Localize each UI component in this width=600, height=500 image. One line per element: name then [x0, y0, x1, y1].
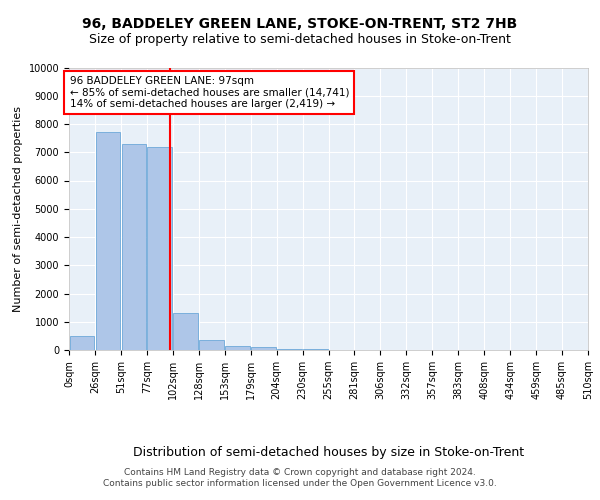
Text: Contains public sector information licensed under the Open Government Licence v3: Contains public sector information licen…: [103, 480, 497, 488]
Y-axis label: Number of semi-detached properties: Number of semi-detached properties: [13, 106, 23, 312]
Bar: [70, 336, 94, 350]
Bar: [303, 348, 328, 350]
Bar: [226, 346, 250, 350]
Text: Contains HM Land Registry data © Crown copyright and database right 2024.: Contains HM Land Registry data © Crown c…: [124, 468, 476, 477]
Text: 96, BADDELEY GREEN LANE, STOKE-ON-TRENT, ST2 7HB: 96, BADDELEY GREEN LANE, STOKE-ON-TRENT,…: [82, 18, 518, 32]
Bar: [95, 132, 120, 350]
Text: Distribution of semi-detached houses by size in Stoke-on-Trent: Distribution of semi-detached houses by …: [133, 446, 524, 459]
Bar: [148, 146, 172, 350]
Text: 96 BADDELEY GREEN LANE: 97sqm
← 85% of semi-detached houses are smaller (14,741): 96 BADDELEY GREEN LANE: 97sqm ← 85% of s…: [70, 76, 349, 109]
Bar: [277, 348, 302, 350]
Bar: [199, 340, 224, 350]
Text: Size of property relative to semi-detached houses in Stoke-on-Trent: Size of property relative to semi-detach…: [89, 32, 511, 46]
Bar: [173, 314, 198, 350]
Bar: [251, 347, 276, 350]
Bar: [122, 144, 146, 350]
